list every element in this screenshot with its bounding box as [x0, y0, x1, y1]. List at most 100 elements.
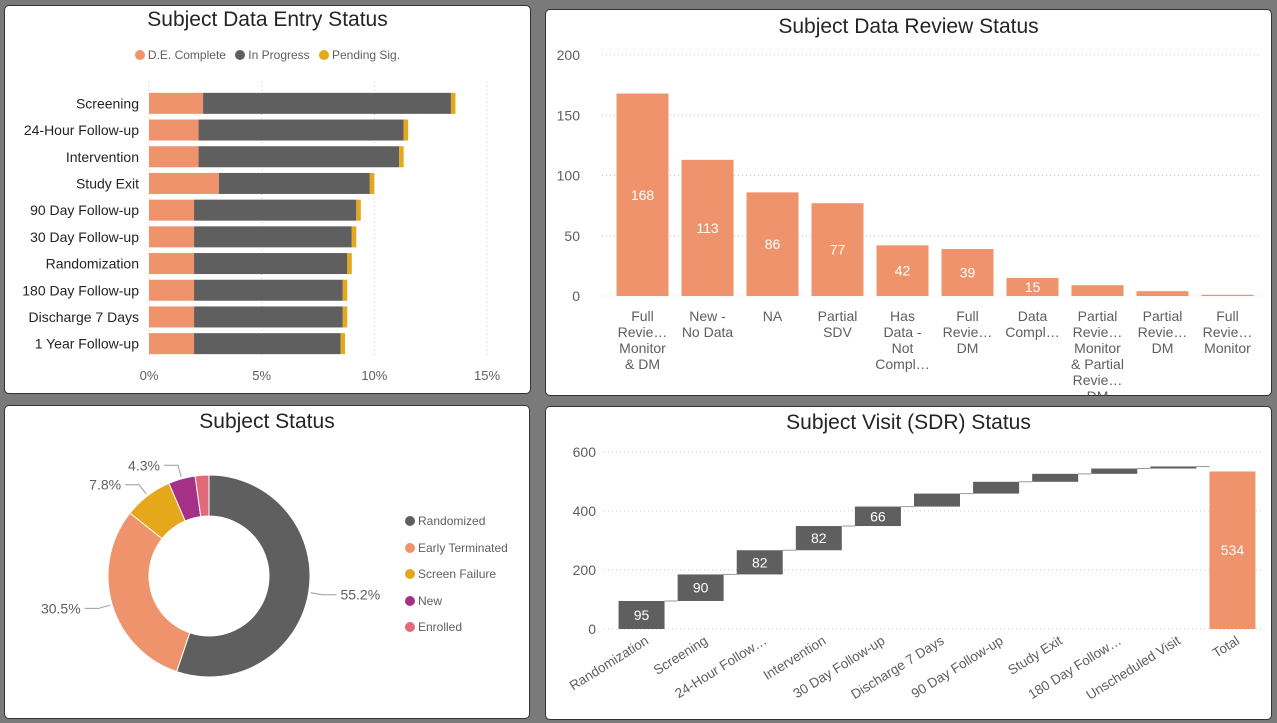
x-tick-label: Revie… [1138, 324, 1188, 340]
x-tick-label: Compl… [875, 356, 929, 372]
data-label: 7.8% [89, 477, 121, 493]
x-tick-label: 5% [252, 368, 271, 383]
x-tick-label: Full [956, 308, 979, 324]
data-label: 42 [895, 263, 911, 279]
stacked-bar-chart: 0% 5% 10% 15% Screening 24-Hour Follow-up Inte… [22, 82, 500, 383]
bar-segment [149, 146, 199, 168]
bar-segment [149, 306, 195, 328]
bar-segment [198, 119, 404, 141]
legend-item[interactable]: New [405, 594, 508, 621]
chart-title: Subject Data Review Status [778, 15, 1039, 38]
legend-swatch-icon [235, 50, 246, 60]
bar [1006, 277, 1059, 296]
legend-item[interactable]: In Progress [235, 48, 310, 62]
data-label: 4.3% [128, 457, 160, 473]
bar [973, 481, 1020, 494]
data-review-status-panel: Subject Data Review Status 0 50 100 150 200 1… [545, 9, 1272, 396]
y-tick-label: 200 [557, 47, 581, 63]
y-tick-label: 600 [573, 444, 597, 460]
bar [811, 203, 864, 296]
bar-segment [149, 253, 195, 275]
bar [1136, 291, 1189, 296]
bar [1071, 285, 1124, 296]
x-tick-label: SDV [823, 324, 852, 340]
bar-segment [194, 279, 343, 301]
bar-segment [399, 146, 404, 168]
pie-slice [175, 474, 311, 678]
x-tick-label: Data [1018, 308, 1048, 324]
waterfall-chart: 020040060095Randomization90Screening8224… [567, 444, 1262, 703]
data-label: 82 [811, 530, 827, 546]
x-tick-label: Revie… [1203, 324, 1253, 340]
legend-label: D.E. Complete [147, 48, 226, 62]
bar-segment [198, 146, 400, 168]
x-tick-label: Revie… [1073, 324, 1123, 340]
visit-status-panel: Subject Visit (SDR) Status 0 200 400 600 95 R… [545, 406, 1272, 720]
x-tick-label: DM [1087, 388, 1109, 396]
bar [854, 506, 901, 527]
x-tick-label: 10% [361, 368, 387, 383]
legend-label: In Progress [248, 48, 310, 62]
y-tick-label: 150 [557, 107, 581, 123]
y-tick-label: 30 Day Follow-up [30, 229, 139, 245]
x-tick-label: Partial [1078, 308, 1118, 324]
x-tick-label: 0% [140, 368, 159, 383]
bar [736, 550, 783, 575]
bar-segment [194, 226, 352, 248]
bar [618, 600, 665, 629]
x-tick-label: Revie… [943, 324, 993, 340]
y-tick-label: 400 [573, 503, 597, 519]
x-tick-label: Full [631, 308, 654, 324]
x-tick-label: Compl… [1005, 324, 1059, 340]
legend-item[interactable]: Randomized [405, 514, 508, 541]
legend-item[interactable]: Enrolled [405, 620, 508, 647]
y-tick-label: 0 [588, 621, 596, 637]
subject-status-panel: Subject Status 55.2% 30.5% 7.8% 4.3% Random… [4, 405, 530, 719]
x-tick-label: DM [957, 340, 979, 356]
legend-swatch-icon [405, 569, 415, 579]
x-tick-label: New - [689, 308, 726, 324]
x-tick-label: No Data [682, 324, 734, 340]
bar-segment [450, 92, 456, 114]
bar [681, 159, 734, 296]
bar [677, 574, 724, 601]
bar [1201, 294, 1254, 296]
chart-title: Subject Data Entry Status [147, 8, 388, 31]
legend-label: New [418, 593, 443, 608]
legend-item[interactable]: Early Terminated [405, 541, 508, 568]
y-tick-label: Study Exit [76, 175, 139, 191]
legend-item[interactable]: Screen Failure [405, 567, 508, 594]
leader-line [310, 592, 337, 596]
data-label: 77 [830, 242, 846, 258]
bar [1150, 466, 1197, 469]
x-tick-label: & DM [625, 356, 660, 372]
x-tick-label: & Partial [1071, 356, 1124, 372]
legend: Randomized Early Terminated Screen Failu… [405, 514, 508, 647]
data-entry-status-panel: Subject Data Entry Status D.E. Complete … [4, 5, 531, 394]
legend-label: Early Terminated [418, 540, 508, 555]
legend-label: Enrolled [418, 620, 463, 634]
x-tick-label: Monitor [619, 340, 666, 356]
x-tick-label: Partial [818, 308, 858, 324]
data-label: 86 [765, 236, 781, 252]
x-tick-label: Monitor [1204, 340, 1251, 356]
pie-slice [107, 512, 191, 673]
data-label: 90 [693, 580, 709, 596]
legend-item[interactable]: D.E. Complete [134, 48, 226, 62]
bar-segment [149, 92, 204, 114]
y-tick-label: 180 Day Follow-up [22, 282, 139, 298]
bar [1091, 468, 1138, 474]
legend-label: Randomized [418, 514, 486, 528]
bar [1209, 471, 1256, 629]
bar-segment [194, 306, 343, 328]
legend-swatch-icon [405, 595, 415, 606]
data-label: 534 [1221, 542, 1245, 558]
donut-chart: 55.2% 30.5% 7.8% 4.3% [41, 457, 380, 678]
data-label: 95 [634, 607, 650, 623]
bar [914, 493, 960, 507]
data-label: 66 [870, 508, 886, 524]
x-tick-label: Revie… [1073, 372, 1123, 388]
y-tick-label: 50 [564, 228, 580, 244]
legend-item[interactable]: Pending Sig. [319, 48, 400, 62]
legend: D.E. Complete In Progress Pending Sig. [5, 48, 530, 62]
